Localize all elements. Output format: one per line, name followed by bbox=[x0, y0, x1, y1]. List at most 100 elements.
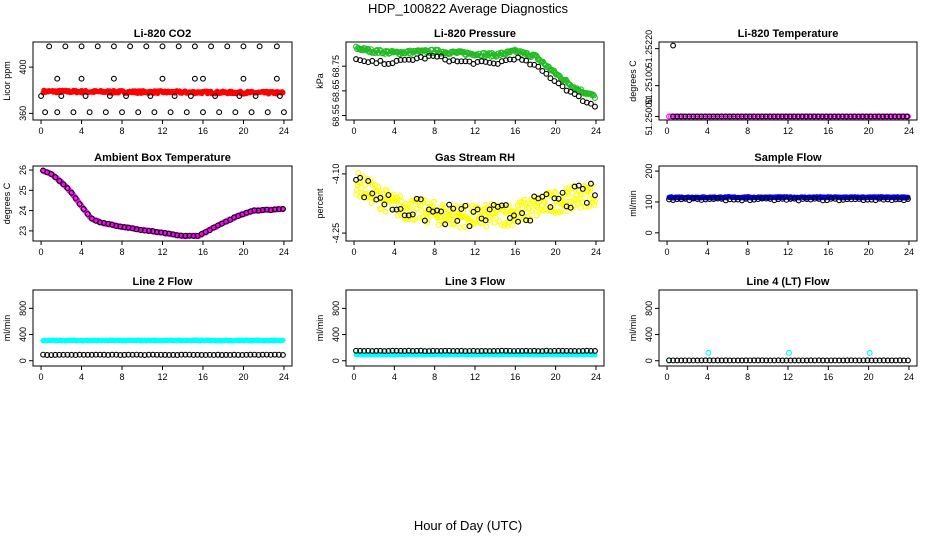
data-point bbox=[486, 59, 493, 66]
data-point bbox=[515, 347, 521, 354]
data-point bbox=[255, 351, 262, 358]
data-point bbox=[72, 195, 79, 202]
data-point bbox=[162, 230, 168, 236]
data-point bbox=[855, 113, 862, 120]
data-point bbox=[583, 199, 590, 206]
data-point bbox=[527, 217, 534, 224]
data-point bbox=[462, 348, 469, 355]
x-tick-label: 24 bbox=[279, 247, 289, 257]
data-point bbox=[771, 197, 778, 204]
data-point bbox=[743, 357, 749, 364]
data-point bbox=[836, 357, 843, 364]
data-point bbox=[425, 348, 432, 355]
x-tick-label: 4 bbox=[79, 126, 84, 136]
data-point bbox=[852, 357, 859, 364]
data-point bbox=[864, 196, 871, 203]
data-point bbox=[698, 357, 705, 364]
data-point bbox=[771, 357, 778, 364]
data-point bbox=[880, 357, 887, 364]
data-point bbox=[819, 357, 826, 364]
panel-title: Line 2 Flow bbox=[133, 276, 193, 288]
data-point bbox=[151, 109, 158, 116]
data-point bbox=[271, 206, 278, 213]
data-point bbox=[863, 113, 870, 120]
data-point bbox=[486, 206, 493, 213]
data-point bbox=[105, 352, 112, 358]
data-point bbox=[421, 55, 428, 62]
data-point bbox=[668, 113, 675, 120]
data-point bbox=[486, 348, 493, 355]
y-tick-label: 800 bbox=[18, 301, 28, 316]
data-point bbox=[267, 207, 274, 214]
data-point bbox=[580, 199, 586, 205]
data-point bbox=[159, 43, 166, 50]
panel-title: Line 3 Flow bbox=[445, 276, 505, 288]
x-tick-label: 12 bbox=[783, 126, 793, 136]
data-point bbox=[694, 196, 701, 203]
data-point bbox=[487, 214, 494, 221]
data-point bbox=[407, 201, 414, 207]
x-tick-label: 24 bbox=[279, 126, 289, 136]
y-tick-label: 68.65 bbox=[331, 80, 341, 103]
data-point bbox=[555, 347, 562, 354]
data-point bbox=[113, 223, 120, 229]
x-tick-label: 8 bbox=[432, 372, 437, 382]
data-point bbox=[559, 83, 566, 90]
data-point bbox=[377, 194, 384, 201]
data-point bbox=[235, 351, 242, 358]
data-point bbox=[875, 113, 882, 120]
data-point bbox=[726, 357, 733, 364]
data-point bbox=[434, 53, 440, 60]
data-point bbox=[738, 357, 745, 364]
x-tick-label: 12 bbox=[470, 126, 480, 136]
data-point bbox=[149, 351, 156, 358]
data-point bbox=[770, 113, 777, 120]
data-point bbox=[690, 195, 697, 202]
data-point bbox=[393, 347, 400, 354]
data-point bbox=[712, 113, 719, 120]
data-point bbox=[674, 357, 681, 364]
data-point bbox=[706, 196, 713, 202]
data-point bbox=[680, 113, 687, 120]
data-point bbox=[533, 212, 540, 219]
data-point bbox=[747, 357, 753, 364]
data-point bbox=[541, 199, 548, 206]
data-point bbox=[54, 75, 61, 82]
data-point bbox=[905, 194, 911, 200]
data-point bbox=[519, 348, 526, 354]
data-point bbox=[575, 182, 582, 189]
data-point bbox=[678, 196, 685, 203]
data-point bbox=[871, 113, 878, 120]
data-point bbox=[494, 348, 501, 354]
data-point bbox=[411, 216, 418, 223]
data-point bbox=[450, 348, 457, 354]
data-point bbox=[48, 352, 55, 358]
data-point bbox=[860, 357, 867, 364]
y-tick-label: 24 bbox=[18, 206, 28, 216]
data-point bbox=[454, 58, 461, 65]
y-tick-label: 800 bbox=[331, 301, 341, 316]
x-tick-label: 0 bbox=[352, 126, 357, 136]
data-point bbox=[178, 351, 185, 358]
data-point bbox=[365, 177, 372, 184]
y-tick-label: 51.25220 bbox=[644, 30, 654, 68]
data-point bbox=[373, 347, 380, 354]
data-point bbox=[498, 347, 505, 354]
data-point bbox=[832, 357, 839, 364]
data-point bbox=[263, 351, 270, 358]
data-point bbox=[252, 93, 259, 99]
data-point bbox=[706, 357, 713, 364]
data-point bbox=[271, 351, 278, 358]
panel-line3-flow: Line 3 Flow ml/min 0 4 8 12 16 20 24 0 400 800 bbox=[315, 276, 605, 382]
data-point bbox=[880, 196, 887, 203]
data-point bbox=[377, 347, 384, 354]
data-point bbox=[502, 209, 509, 216]
x-tick-label: 16 bbox=[510, 247, 520, 257]
data-point bbox=[539, 348, 546, 355]
x-tick-label: 16 bbox=[198, 126, 208, 136]
data-point bbox=[684, 113, 691, 120]
data-point bbox=[698, 113, 705, 120]
y-axis-label: kPa bbox=[315, 73, 325, 89]
data-point bbox=[852, 196, 859, 203]
data-point bbox=[264, 109, 271, 116]
